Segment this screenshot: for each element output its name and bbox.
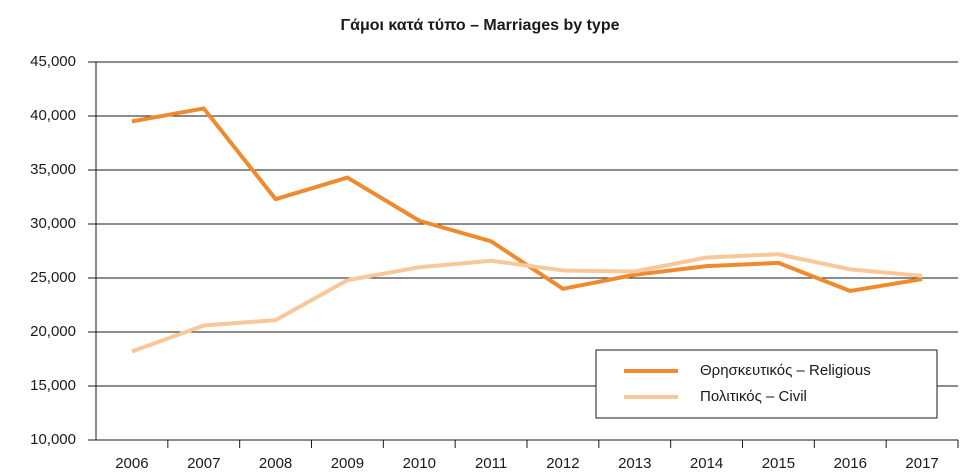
x-tick-label: 2008: [259, 455, 292, 472]
chart-title: Γάμοι κατά τύπο – Marriages by type: [341, 17, 620, 34]
y-tick-label: 25,000: [30, 269, 76, 286]
x-tick-label: 2011: [475, 455, 507, 472]
y-tick-label: 45,000: [30, 53, 76, 70]
x-tick-label: 2009: [331, 455, 364, 472]
legend-label: Θρησκευτικός – Religious: [700, 362, 871, 379]
x-tick-label: 2016: [834, 455, 867, 472]
x-tick-label: 2015: [762, 455, 795, 472]
legend-label: Πολιτικός – Civil: [700, 388, 807, 405]
x-tick-label: 2014: [690, 455, 723, 472]
y-tick-label: 30,000: [30, 215, 76, 232]
series-line: [131, 252, 923, 354]
x-tick-label: 2017: [905, 455, 938, 472]
x-tick-label: 2007: [187, 455, 220, 472]
legend-box: [595, 349, 938, 419]
x-tick-label: 2012: [546, 455, 579, 472]
y-tick-label: 20,000: [30, 323, 76, 340]
y-tick-label: 10,000: [30, 431, 76, 448]
x-tick-label: 2013: [618, 455, 651, 472]
y-tick-label: 40,000: [30, 107, 76, 124]
y-tick-label: 35,000: [30, 161, 76, 178]
x-tick-label: 2010: [403, 455, 436, 472]
x-tick-label: 2006: [115, 455, 148, 472]
y-tick-label: 15,000: [30, 377, 76, 394]
